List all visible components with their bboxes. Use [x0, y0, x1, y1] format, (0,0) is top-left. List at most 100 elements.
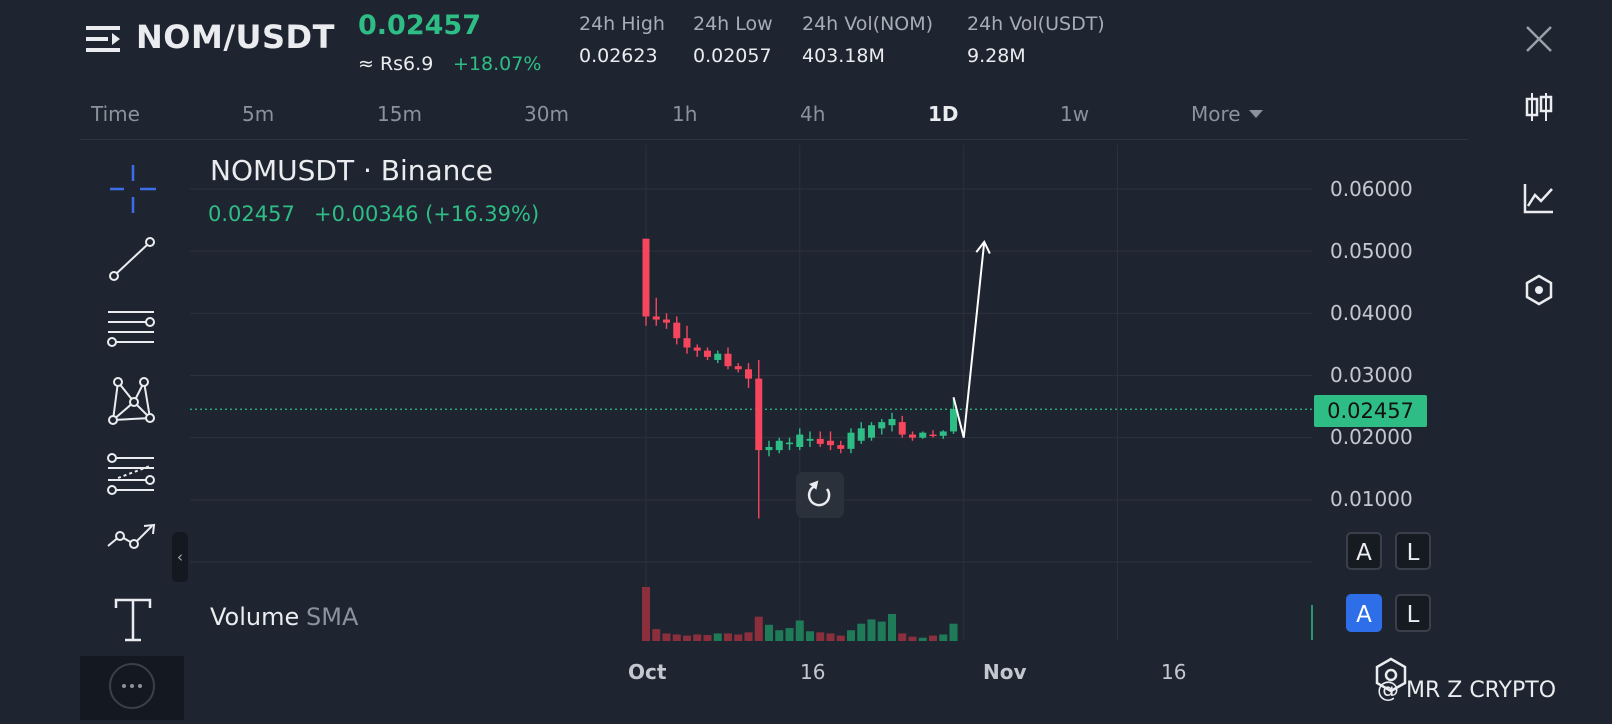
volume-bar [826, 633, 835, 641]
tab-more[interactable]: More [1191, 102, 1263, 126]
candle-body [857, 428, 865, 441]
stat-label-high: 24h High [579, 13, 665, 35]
volume-bar [734, 634, 743, 641]
volume-bar [693, 634, 702, 641]
toolbar-footer [80, 656, 184, 720]
tab-5m[interactable]: 5m [242, 102, 275, 126]
x-tick-label: 16 [1161, 660, 1187, 684]
y-tick-label: 0.05000 [1330, 239, 1413, 263]
volume-bar [744, 632, 753, 641]
stat-value-vol-quote: 9.28M [967, 45, 1026, 67]
tab-more-label: More [1191, 102, 1241, 126]
more-tools-icon[interactable] [80, 656, 184, 720]
y-tick-label: 0.03000 [1330, 363, 1413, 387]
volume-bar [775, 630, 784, 641]
horizontal-lines-icon[interactable] [104, 304, 162, 360]
candle-body [786, 442, 793, 445]
tab-1h[interactable]: 1h [672, 102, 698, 126]
tab-4h[interactable]: 4h [800, 102, 826, 126]
chart-title: NOMUSDT · Binance [210, 154, 494, 187]
x-tick-label: Nov [983, 660, 1027, 684]
volume-bar [857, 623, 866, 641]
volume-bar [642, 587, 650, 641]
candle-body [898, 422, 906, 435]
volume-bar [806, 631, 814, 641]
volume-bar [662, 633, 671, 641]
candle-body [704, 350, 711, 357]
candle-body [642, 238, 650, 317]
x-tick-label: Oct [628, 660, 667, 684]
volume-bar [754, 616, 763, 641]
settings-hex-icon[interactable] [1522, 273, 1556, 307]
volume-bar [877, 621, 886, 641]
volume-log-scale-button[interactable]: L [1395, 594, 1431, 632]
candle-body [734, 366, 742, 370]
reset-chart-button[interactable] [796, 472, 844, 518]
stat-label-vol-quote: 24h Vol(USDT) [967, 13, 1105, 35]
current-price-tag: 0.02457 [1314, 395, 1427, 427]
y-tick-label: 0.04000 [1330, 301, 1413, 325]
close-icon[interactable] [1524, 24, 1554, 54]
candle-body [816, 438, 824, 444]
volume-bar [898, 633, 907, 641]
candle-body [827, 440, 834, 446]
crosshair-icon[interactable] [104, 162, 162, 218]
candle-body [919, 432, 927, 438]
candle-body [888, 419, 896, 426]
volume-bar [836, 635, 845, 641]
candle-body [950, 409, 957, 432]
reset-icon [807, 480, 831, 507]
volume-bar [816, 632, 825, 641]
binance-logo-icon [1375, 657, 1407, 693]
candle-body [909, 434, 916, 438]
y-tick-label: 0.06000 [1330, 177, 1413, 201]
path-icon[interactable] [104, 520, 162, 576]
collapse-toolbar-tab[interactable]: ‹ [172, 532, 188, 582]
volume-auto-scale-button[interactable]: A [1346, 594, 1382, 632]
volume-bar [847, 630, 855, 641]
tab-15m[interactable]: 15m [377, 102, 422, 126]
volume-label: Volume [210, 603, 300, 631]
volume-bar [652, 629, 661, 641]
line-chart-icon[interactable] [1522, 181, 1556, 215]
last-price: 0.02457 [358, 10, 481, 41]
candlestick-icon[interactable] [1522, 90, 1556, 124]
x-tick-label: 16 [800, 660, 826, 684]
pattern-icon[interactable] [104, 376, 162, 432]
legend-price: 0.02457 [208, 202, 295, 226]
candle-body [755, 378, 763, 451]
tab-1w[interactable]: 1w [1060, 102, 1090, 126]
volume-bar [703, 635, 712, 641]
volume-bar [785, 628, 794, 641]
text-tool-icon[interactable] [104, 592, 162, 648]
volume-bar [795, 620, 804, 641]
candle-body [796, 434, 804, 447]
annotation-arrow-head [975, 239, 991, 255]
candle-body [878, 422, 886, 429]
change-24h: +18.07% [453, 53, 542, 75]
tab-30m[interactable]: 30m [524, 102, 569, 126]
volume-bar [908, 636, 917, 641]
candle-body [673, 322, 681, 339]
stat-label-low: 24h Low [693, 13, 773, 35]
tab-1d[interactable]: 1D [928, 102, 959, 126]
pair-title[interactable]: NOM/USDT [136, 18, 335, 56]
fib-icon[interactable] [104, 450, 162, 506]
volume-bar [683, 635, 691, 641]
y-tick-label: 0.02000 [1330, 425, 1413, 449]
candle-body [765, 446, 773, 451]
volume-bar [929, 635, 937, 641]
menu-icon[interactable] [86, 24, 120, 54]
volume-bar [713, 633, 722, 641]
watermark-text: @ MR Z CRYPTO [1377, 678, 1557, 703]
legend-change: +0.00346 (+16.39%) [314, 202, 540, 226]
volume-bar [939, 634, 948, 641]
interval-divider [80, 139, 1468, 140]
stat-value-low: 0.02057 [693, 45, 772, 67]
candle-body [724, 353, 732, 367]
tab-time[interactable]: Time [91, 102, 140, 126]
log-scale-button[interactable]: L [1395, 532, 1431, 570]
auto-scale-button[interactable]: A [1346, 532, 1382, 570]
trend-line-icon[interactable] [104, 234, 162, 290]
